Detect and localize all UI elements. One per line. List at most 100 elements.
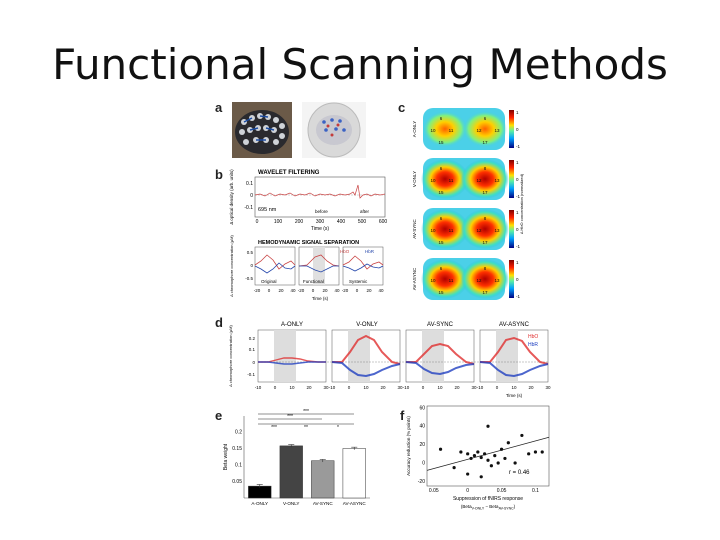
wavelet-xtick: 100 bbox=[274, 219, 283, 225]
sep-xtick: 0 bbox=[312, 288, 315, 293]
bar-category-label: AV-SYNC bbox=[313, 501, 334, 506]
scatter-point bbox=[479, 475, 483, 479]
channel-label: 15 bbox=[438, 240, 444, 245]
wavelet-title: WAVELET FILTERING bbox=[258, 170, 320, 176]
timecourse-xtick: 20 bbox=[454, 385, 460, 390]
panel-label-e: e bbox=[215, 408, 223, 423]
bar-ytick-label: 0.15 bbox=[232, 446, 242, 452]
panel-label-c: c bbox=[398, 100, 406, 115]
sep-legend-hbr: HbR bbox=[365, 249, 375, 254]
timecourse-ytick: 0.1 bbox=[249, 347, 256, 352]
timecourse-xtick: -10 bbox=[255, 385, 262, 390]
colorbar-tick: 0 bbox=[516, 127, 519, 132]
scatter-point bbox=[469, 456, 473, 461]
wavelength-label: 695 nm bbox=[258, 207, 277, 213]
row-label-v-only: V-ONLY bbox=[412, 171, 417, 187]
sep-xtick: 40 bbox=[290, 288, 296, 293]
channel-label: 17 bbox=[482, 140, 488, 145]
panel-c-topography-maps: 6 6 10 11 12 13 15 17 6 8 10 11 12 13 15… bbox=[412, 108, 524, 300]
scatter-point bbox=[466, 452, 470, 456]
bar-v-only bbox=[279, 445, 303, 499]
scatter-point bbox=[513, 461, 517, 465]
scatter-point bbox=[540, 450, 544, 454]
sep-xtick: 0 bbox=[356, 288, 359, 293]
wavelet-xtick: 0 bbox=[256, 219, 259, 225]
topography-map-v-only bbox=[421, 158, 509, 200]
legend-hbo: HbO bbox=[528, 334, 538, 340]
bar-ytick-label: 0.1 bbox=[235, 463, 242, 469]
wavelet-axes bbox=[254, 176, 386, 218]
timecourse-xtick: 0 bbox=[496, 385, 499, 390]
panel-label-a: a bbox=[215, 100, 223, 115]
colorbar-label: Δ HbO concentration (normalized) bbox=[519, 173, 524, 234]
head-model-render bbox=[302, 102, 366, 158]
bar-ylabel: Beta weight bbox=[223, 443, 229, 470]
channel-label: 11 bbox=[449, 128, 454, 133]
sep-xtick: 20 bbox=[322, 288, 328, 293]
channel-label: 8 bbox=[484, 166, 487, 171]
channel-label: 12 bbox=[476, 278, 482, 283]
sep-xtick: 20 bbox=[366, 288, 372, 293]
timecourse-xtick: 0 bbox=[274, 385, 277, 390]
scatter-point bbox=[472, 454, 477, 458]
bar-ytick-label: 0.05 bbox=[232, 479, 242, 485]
sep-ytick: 0 bbox=[250, 263, 253, 268]
channel-label: 17 bbox=[482, 190, 488, 195]
sep-ytick: -0.5 bbox=[245, 276, 253, 281]
bar-category-label: AV-ASYNC bbox=[343, 501, 367, 506]
colorbar-tick: 1 bbox=[516, 210, 519, 215]
sep-xtick: 20 bbox=[278, 288, 284, 293]
channel-label: 17 bbox=[482, 240, 488, 245]
timecourse-ytick: 0 bbox=[252, 360, 255, 365]
sep-xtick: -20 bbox=[342, 288, 349, 293]
bar-av-sync bbox=[311, 460, 335, 499]
timecourse-xtick: -10 bbox=[403, 385, 410, 390]
bar-a-only bbox=[248, 485, 272, 499]
timecourse-xtick: 20 bbox=[528, 385, 534, 390]
scatter-ytick-label: 20 bbox=[419, 442, 425, 448]
sep-xtick: -20 bbox=[254, 288, 261, 293]
colorbar-tick: -1 bbox=[516, 194, 520, 199]
sep-sublabel-functional: Functional bbox=[303, 279, 324, 284]
panel-e-beta-weight-bar-chart: 0.05 0.1 0.15 0.2 A-ONLY V-ONLY AV-SYNC AV-ASY… bbox=[223, 409, 370, 506]
condition-title-av-async: AV-ASYNC bbox=[499, 322, 530, 328]
wavelet-ytick: 0.1 bbox=[246, 181, 253, 187]
colorbar-tick: 1 bbox=[516, 160, 519, 165]
channel-label: 6 bbox=[440, 116, 443, 121]
row-label-a-only: A-ONLY bbox=[412, 121, 417, 137]
colorbars bbox=[509, 110, 514, 298]
scatter-point bbox=[466, 472, 470, 476]
scatter-point bbox=[527, 452, 531, 456]
condition-title-a-only: A-ONLY bbox=[281, 322, 303, 328]
colorbar-tick: -1 bbox=[516, 294, 520, 299]
significance-marker: *** bbox=[271, 425, 277, 431]
sep-ytick: 0.5 bbox=[247, 250, 254, 255]
condition-title-av-sync: AV-SYNC bbox=[427, 322, 454, 328]
correlation-annotation: r = 0.46 bbox=[509, 470, 530, 476]
sep-xtick: 0 bbox=[268, 288, 271, 293]
scatter-xlabel-part: V-ONLY bbox=[472, 507, 485, 511]
timecourse-ylabel: Δ chromophore concentration (μM) bbox=[228, 324, 233, 386]
wavelet-signal-before bbox=[254, 184, 386, 199]
scatter-point bbox=[496, 461, 500, 465]
timecourse-xtick: 20 bbox=[306, 385, 312, 390]
scatter-xtick-label: 0.1 bbox=[532, 488, 539, 494]
condition-title-v-only: V-ONLY bbox=[356, 322, 378, 328]
timecourse-xtick: 10 bbox=[289, 385, 295, 390]
panel-label-d: d bbox=[215, 315, 223, 330]
channel-label: 11 bbox=[449, 278, 454, 283]
panel-a-headcap-photos bbox=[232, 102, 366, 158]
scatter-point bbox=[533, 450, 538, 454]
channel-label: 12 bbox=[476, 128, 482, 133]
channel-label: 10 bbox=[430, 228, 436, 233]
scatter-point bbox=[483, 452, 487, 456]
scatter-xlabel-part: (Beta bbox=[461, 504, 472, 509]
significance-marker: *** bbox=[303, 409, 309, 415]
sep-xtick: -20 bbox=[298, 288, 305, 293]
scatter-xlabel-part: ) bbox=[514, 504, 516, 509]
scatter-xlabel-part: − Beta bbox=[484, 504, 499, 509]
legend-hbr: HbR bbox=[528, 342, 538, 348]
timecourse-xtick: 0 bbox=[348, 385, 351, 390]
scatter-point bbox=[479, 455, 483, 460]
scatter-xlabel-sub: (BetaV-ONLY − BetaAV-SYNC) bbox=[461, 504, 516, 511]
